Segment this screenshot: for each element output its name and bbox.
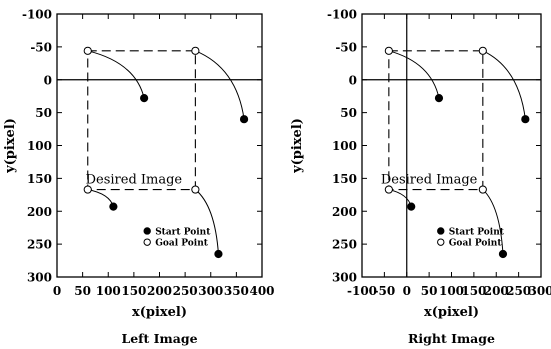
y-tick-label: -50 [335, 40, 357, 54]
start-point-marker [498, 249, 508, 259]
legend-start-label: Start Point [155, 227, 211, 237]
panel-caption: Right Image [408, 331, 495, 346]
y-tick-label: 50 [35, 106, 52, 120]
trajectory-line [195, 189, 219, 255]
start-point-marker [521, 115, 530, 124]
trajectory-line [87, 189, 114, 207]
goal-point-marker [191, 46, 200, 55]
y-axis-title: y(pixel) [3, 118, 18, 174]
legend-start-label: Start Point [449, 227, 505, 237]
y-tick-label: 50 [340, 106, 357, 120]
y-axis-title: y(pixel) [290, 118, 305, 174]
goal-point-marker [83, 46, 92, 55]
start-point-marker [239, 115, 249, 124]
x-tick-label: 400 [249, 284, 274, 298]
x-tick-label: 150 [121, 284, 146, 298]
panel-right: -100-50 0 50 100150200250300-100-5005010015… [290, 8, 551, 347]
y-tick-label: -100 [327, 8, 357, 22]
x-tick-label: 50 [421, 284, 438, 298]
x-axis-title: x(pixel) [424, 305, 479, 320]
goal-point-marker [478, 185, 487, 194]
x-tick-label: 150 [461, 284, 486, 298]
x-tick-label: 300 [198, 284, 223, 298]
x-tick-label: 0 [403, 284, 411, 298]
legend-goal-label: Goal Point [155, 239, 209, 249]
x-tick-label: 200 [484, 284, 509, 298]
x-tick-label: 250 [173, 284, 198, 298]
x-tick-label: 100 [96, 284, 121, 298]
goal-point-marker [384, 185, 393, 194]
trajectory-line [195, 50, 245, 120]
desired-image-box [87, 50, 196, 191]
start-point-marker [434, 94, 444, 103]
y-tick-label: 250 [332, 238, 357, 252]
start-point-marker [214, 249, 223, 259]
goal-point-marker [478, 46, 487, 55]
y-tick-label: 200 [332, 205, 357, 219]
trajectory-line [388, 189, 412, 207]
x-tick-label: 200 [147, 284, 172, 298]
goal-point-marker [384, 46, 393, 55]
y-tick-label: 250 [27, 238, 52, 252]
x-tick-label: 50 [74, 284, 91, 298]
panel-left: 0 50 100 150 200 250 300 350 400-100-50050100150… [3, 8, 275, 347]
legend-goal-marker [437, 238, 445, 246]
y-tick-label: 300 [27, 271, 52, 285]
y-tick-label: 150 [27, 172, 52, 186]
y-tick-label: 200 [27, 205, 52, 219]
start-point-marker [407, 202, 416, 211]
y-tick-label: 0 [44, 73, 52, 87]
start-point-marker [109, 202, 118, 211]
x-tick-label: 300 [528, 284, 551, 298]
legend-start-marker [437, 227, 445, 235]
trajectory-line [482, 50, 526, 120]
x-axis-title: x(pixel) [132, 305, 187, 320]
trajectory-line [87, 50, 145, 99]
x-tick-label: 0 [53, 284, 61, 298]
legend-start-marker [143, 227, 151, 235]
x-tick-label: 250 [506, 284, 531, 298]
goal-point-marker [191, 185, 200, 194]
x-tick-label: -100 [347, 284, 377, 298]
desired-image-label: Desired Image [86, 173, 183, 188]
legend-goal-marker [143, 238, 151, 246]
y-tick-label: -50 [30, 40, 52, 54]
y-tick-label: 300 [332, 271, 357, 285]
y-tick-label: 150 [332, 172, 357, 186]
legend-goal-label: Goal Point [449, 239, 503, 249]
y-tick-label: 0 [349, 73, 357, 87]
desired-image-label: Desired Image [381, 173, 478, 188]
start-point-marker [140, 94, 149, 103]
trajectory-line [388, 50, 440, 99]
y-tick-label: 100 [332, 139, 357, 153]
panel-caption: Left Image [121, 331, 197, 346]
x-tick-label: -50 [374, 284, 396, 298]
desired-image-box [388, 50, 484, 191]
x-tick-label: 350 [224, 284, 249, 298]
x-tick-label: 100 [439, 284, 464, 298]
y-tick-label: -100 [22, 8, 52, 22]
goal-point-marker [83, 185, 92, 194]
trajectory-line [482, 189, 504, 255]
y-tick-label: 100 [27, 139, 52, 153]
